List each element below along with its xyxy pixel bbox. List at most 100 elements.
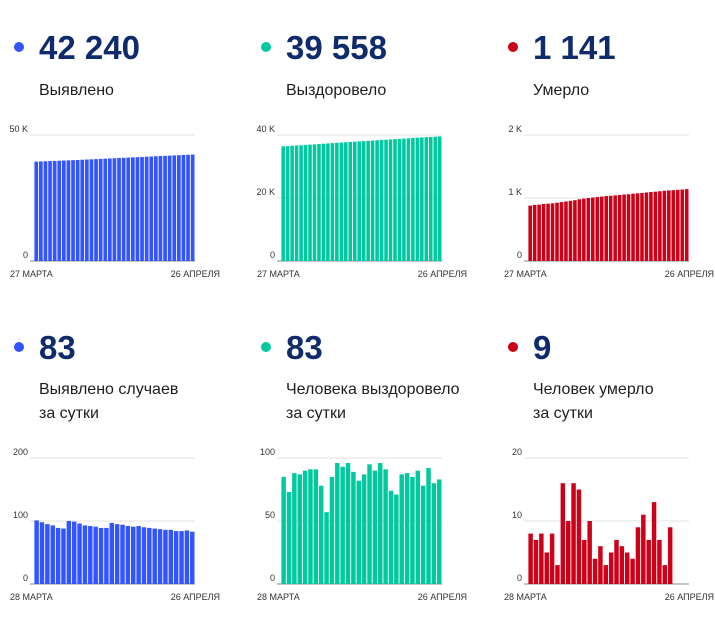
bar xyxy=(555,202,559,261)
bar xyxy=(55,527,61,584)
bar xyxy=(136,526,141,584)
x-start-label: 27 МАРТА xyxy=(504,269,547,279)
bar xyxy=(114,524,120,584)
bar xyxy=(103,158,108,261)
bar xyxy=(173,531,179,584)
bar xyxy=(324,512,329,584)
bar xyxy=(168,529,174,584)
bar xyxy=(635,527,641,584)
died-total-chart: 0 1 K 2 K 27 МАРТА 26 АПРЕЛЯ xyxy=(504,124,714,279)
bar xyxy=(402,138,406,261)
bar xyxy=(167,155,172,261)
bar xyxy=(640,192,644,261)
bar xyxy=(420,137,424,261)
bar xyxy=(125,526,131,584)
y-tick-label: 10 xyxy=(512,510,522,520)
bar xyxy=(625,552,630,584)
bar xyxy=(550,203,555,261)
detected-daily-label-line2: за сутки xyxy=(39,405,99,422)
bar xyxy=(112,158,117,261)
bar xyxy=(662,190,667,261)
bar xyxy=(34,161,39,261)
bar xyxy=(667,527,673,584)
bar xyxy=(184,530,190,584)
detected-daily-dot-icon xyxy=(14,342,24,352)
bar xyxy=(131,526,136,584)
bar xyxy=(71,160,75,261)
bar xyxy=(179,531,184,584)
died-total-label: Умерло xyxy=(533,82,590,99)
recovered-daily-label-line1: Человека выздоровело xyxy=(286,381,460,398)
bar xyxy=(66,521,72,584)
bar xyxy=(604,196,608,261)
bar xyxy=(630,558,635,584)
bar xyxy=(317,144,321,261)
bar xyxy=(71,521,77,584)
bar xyxy=(66,160,71,261)
panel-recovered-daily: 83 Человека выздоровело за сутки 0 50 100 2… xyxy=(247,318,485,628)
recovered-total-value: 39 558 xyxy=(286,29,387,66)
bar xyxy=(433,136,438,261)
bar xyxy=(326,143,330,261)
bar xyxy=(345,463,351,584)
bar xyxy=(528,533,533,584)
bar xyxy=(141,527,147,584)
bar xyxy=(370,140,375,261)
bar xyxy=(428,136,433,261)
x-start-label: 27 МАРТА xyxy=(10,269,53,279)
bar xyxy=(303,144,308,261)
bar xyxy=(39,522,45,584)
bar xyxy=(587,521,592,584)
y-tick-label: 50 xyxy=(265,510,275,520)
bar xyxy=(149,156,154,261)
bar xyxy=(308,144,312,261)
bar xyxy=(532,204,537,261)
bar xyxy=(644,192,649,261)
bar xyxy=(94,159,98,261)
y-tick-label: 0 xyxy=(270,573,275,583)
bar xyxy=(559,202,564,261)
bar xyxy=(651,502,657,584)
bar xyxy=(564,201,568,261)
bar xyxy=(163,155,167,261)
bar xyxy=(586,198,591,261)
bar xyxy=(335,142,339,261)
bar xyxy=(126,157,131,261)
bar xyxy=(571,483,576,584)
bar xyxy=(631,193,635,261)
bar xyxy=(290,145,294,261)
recovered-daily-label-line2: за сутки xyxy=(286,405,346,422)
bar xyxy=(356,480,361,584)
bar xyxy=(549,533,555,584)
y-tick-label: 0 xyxy=(517,250,522,260)
bar xyxy=(560,483,566,584)
bar xyxy=(361,474,367,584)
bar xyxy=(437,479,442,584)
bar xyxy=(372,470,378,584)
died-daily-label-line1: Человек умерло xyxy=(533,381,654,398)
bar xyxy=(388,490,394,584)
bar xyxy=(366,140,370,261)
bar xyxy=(533,539,539,584)
bar xyxy=(75,159,80,261)
bar xyxy=(172,155,177,261)
bar xyxy=(62,160,66,261)
bar xyxy=(158,156,163,261)
bar xyxy=(367,464,372,584)
bar xyxy=(684,189,689,261)
bar xyxy=(576,489,582,584)
bar xyxy=(424,137,429,261)
died-daily-label-line2: за сутки xyxy=(533,405,593,422)
bar xyxy=(352,141,357,261)
bar xyxy=(649,192,653,261)
bar xyxy=(680,189,685,261)
bar xyxy=(286,492,292,584)
bar xyxy=(608,195,613,261)
x-start-label: 27 МАРТА xyxy=(257,269,300,279)
bar xyxy=(80,159,85,261)
bar xyxy=(318,485,324,584)
y-tick-label: 20 xyxy=(512,447,522,457)
x-end-label: 26 АПРЕЛЯ xyxy=(171,269,220,279)
bar xyxy=(658,191,662,261)
y-tick-label: 0 xyxy=(270,250,275,260)
